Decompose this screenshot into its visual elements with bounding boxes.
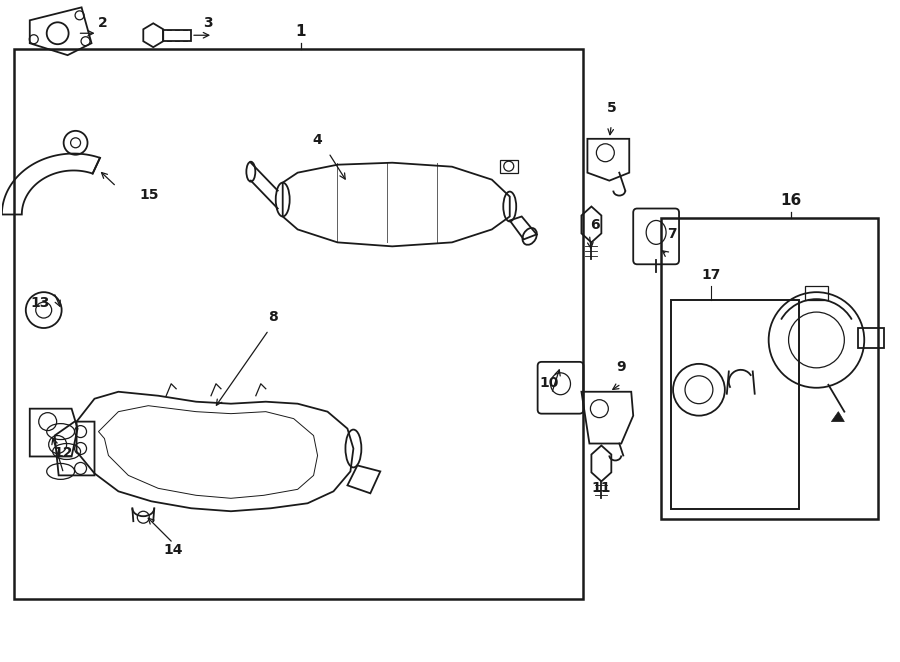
Text: 7: 7 xyxy=(667,228,677,242)
Text: 2: 2 xyxy=(97,17,107,30)
Text: 16: 16 xyxy=(780,193,801,207)
Bar xyxy=(671,300,798,509)
Text: 3: 3 xyxy=(203,17,212,30)
Text: 6: 6 xyxy=(590,218,600,232)
Text: 1: 1 xyxy=(295,24,306,39)
Text: 14: 14 xyxy=(164,543,183,557)
Text: 17: 17 xyxy=(701,268,721,282)
Bar xyxy=(805,286,828,300)
Text: 13: 13 xyxy=(31,296,50,310)
Bar xyxy=(14,49,583,599)
Text: 9: 9 xyxy=(616,360,626,374)
Bar xyxy=(500,160,518,173)
Text: 12: 12 xyxy=(54,446,74,459)
Text: 10: 10 xyxy=(540,376,559,390)
Text: 4: 4 xyxy=(313,133,322,147)
Polygon shape xyxy=(832,412,844,422)
Text: 11: 11 xyxy=(591,481,611,495)
Bar xyxy=(662,218,878,519)
Text: 15: 15 xyxy=(140,187,158,201)
Text: 8: 8 xyxy=(268,310,277,324)
Text: 5: 5 xyxy=(607,101,616,115)
Bar xyxy=(163,30,191,41)
